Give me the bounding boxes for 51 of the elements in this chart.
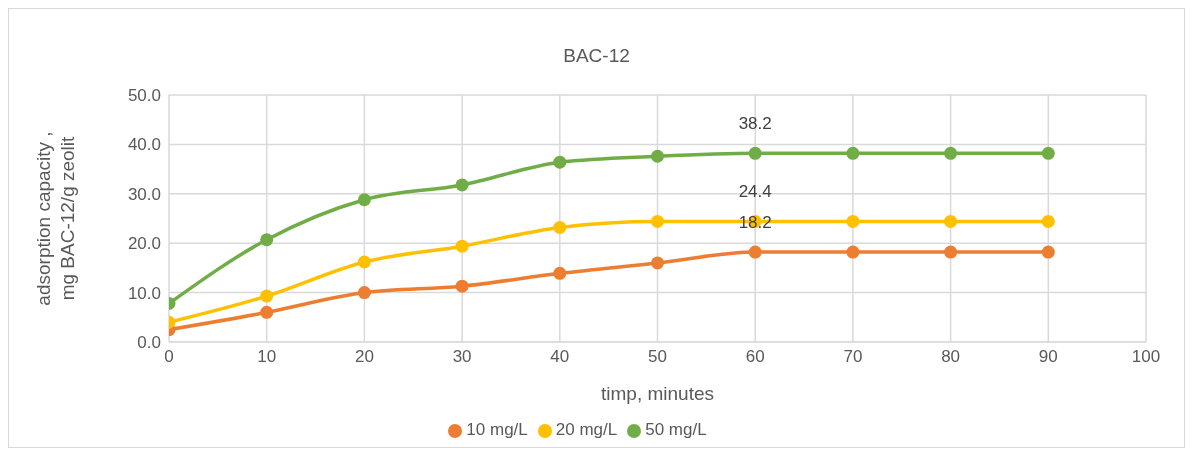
legend-label: 20 mg/L [555, 420, 618, 439]
chart-title: BAC-12 [562, 44, 631, 68]
point [553, 155, 567, 169]
point [1041, 245, 1055, 259]
point [357, 286, 371, 300]
x-tick-label: 70 [843, 347, 863, 367]
point [846, 214, 860, 228]
point [651, 256, 664, 270]
y-tick-label: 0.0 [137, 333, 161, 353]
point [651, 214, 664, 228]
point [260, 289, 274, 303]
point [260, 305, 274, 319]
point [357, 255, 371, 269]
y-tick-label: 50.0 [127, 86, 161, 106]
x-tick-label: 10 [257, 347, 277, 367]
data-label: 38.2 [738, 114, 772, 134]
x-tick-label: 50 [648, 347, 667, 367]
x-tick-label: 20 [354, 347, 374, 367]
legend-label: 10 mg/L [466, 420, 528, 439]
point [846, 245, 860, 259]
point [1041, 214, 1055, 228]
point [944, 245, 958, 259]
point [651, 149, 664, 163]
point [748, 146, 762, 160]
point [455, 239, 469, 253]
y-tick-label: 40.0 [127, 135, 161, 155]
point [846, 146, 860, 160]
x-tick-label: 100 [1131, 347, 1161, 367]
point [553, 266, 567, 280]
x-tick-label: 40 [550, 347, 570, 367]
point [357, 193, 371, 207]
legend-label: 50 mg/L [645, 420, 707, 439]
point [944, 214, 958, 228]
x-tick-label: 90 [1038, 347, 1058, 367]
point [1041, 146, 1055, 160]
point [455, 178, 469, 192]
y-tick-label: 10.0 [127, 283, 161, 303]
y-tick-label: 20.0 [127, 234, 161, 254]
x-axis-title: timp, minutes [601, 383, 714, 404]
y-tick-label: 30.0 [127, 184, 161, 204]
point [260, 233, 274, 247]
x-tick-label: 30 [452, 347, 472, 367]
point [944, 146, 958, 160]
x-tick-label: 0 [164, 347, 174, 367]
x-tick-label: 60 [745, 347, 765, 367]
x-tick-label: 80 [941, 347, 961, 367]
point [553, 220, 567, 234]
data-label: 24.4 [738, 182, 772, 202]
point [455, 279, 469, 293]
point [748, 245, 762, 259]
y-axis-title: adsorption capacity , mg BAC-12/g zeolit [33, 131, 78, 306]
